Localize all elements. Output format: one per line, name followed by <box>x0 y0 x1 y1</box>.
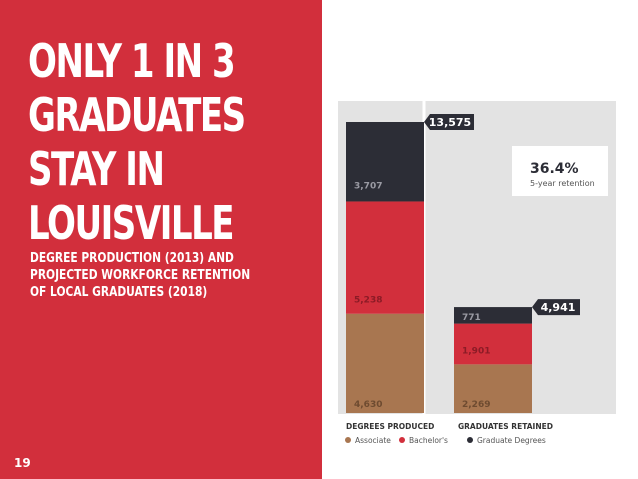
data-label: 771 <box>462 313 481 323</box>
subtitle-line: DEGREE PRODUCTION (2013) AND <box>30 251 234 266</box>
legend-label: Associate <box>355 436 391 445</box>
bar-segment <box>454 323 532 365</box>
total-label: 4,941 <box>541 301 576 314</box>
bar-segment <box>454 364 532 413</box>
data-label: 2,269 <box>462 400 490 410</box>
category-label: DEGREES PRODUCED <box>346 422 434 431</box>
chart-subtitle: DEGREE PRODUCTION (2013) AND PROJECTED W… <box>30 250 276 301</box>
data-label: 3,707 <box>354 181 382 191</box>
data-label: 1,901 <box>462 346 490 356</box>
headline-line: STAY IN <box>28 142 165 196</box>
headline-line: LOUISVILLE <box>28 196 235 250</box>
legend-marker <box>467 437 473 443</box>
headline-line: GRADUATES <box>28 88 246 142</box>
title-panel: ONLY 1 IN 3 GRADUATES STAY IN LOUISVILLE… <box>0 0 322 479</box>
total-tag <box>424 114 474 130</box>
retention-label: 5-year retention <box>530 179 595 188</box>
subtitle-line: PROJECTED WORKFORCE RETENTION <box>30 268 251 283</box>
legend-label: Graduate Degrees <box>477 436 546 445</box>
data-label: 5,238 <box>354 296 382 306</box>
total-label: 13,575 <box>429 116 471 129</box>
bar-segment <box>346 201 424 314</box>
data-label: 4,630 <box>354 400 382 410</box>
retention-callout <box>512 146 608 196</box>
bar-segment <box>346 122 424 202</box>
legend-marker <box>399 437 405 443</box>
legend-label: Bachelor's <box>409 436 448 445</box>
legend-marker <box>345 437 351 443</box>
subtitle-line: OF LOCAL GRADUATES (2018) <box>30 285 208 300</box>
retention-value: 36.4% <box>530 161 579 177</box>
headline-line: ONLY 1 IN 3 <box>28 34 236 88</box>
total-tag <box>532 299 580 316</box>
bar-segment <box>454 307 532 324</box>
category-label: GRADUATES RETAINED <box>458 422 553 431</box>
bar-segment <box>346 313 424 413</box>
page-number: 19 <box>14 456 31 470</box>
stacked-bar-chart: 4,630 5,238 3,707 2,269 1,901 771 13,575 4,941 3… <box>338 101 616 445</box>
headline: ONLY 1 IN 3 GRADUATES STAY IN LOUISVILLE <box>28 34 246 250</box>
